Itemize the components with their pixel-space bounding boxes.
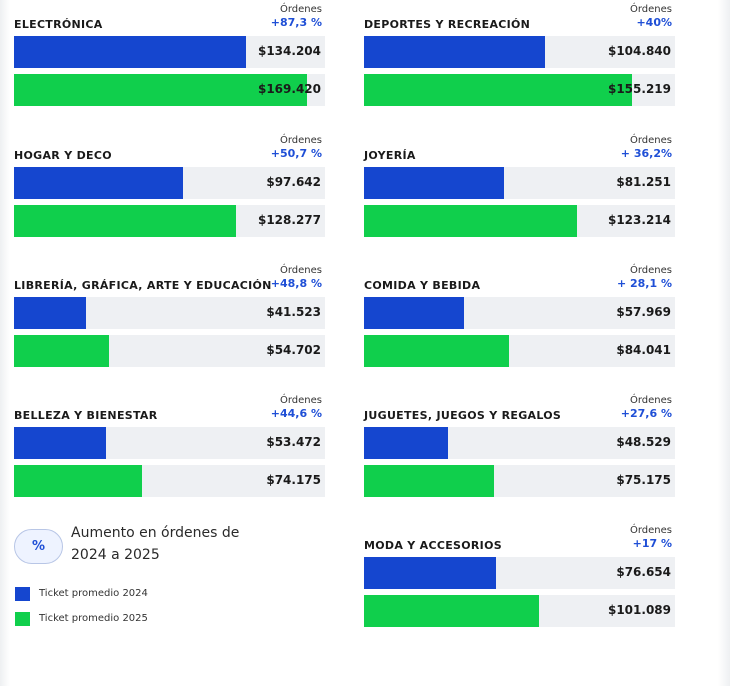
bar-2025 (364, 335, 509, 367)
legend-swatch-2024 (15, 587, 30, 601)
bar-track-2024: $48.529 (364, 427, 675, 459)
category-title: ELECTRÓNICA (14, 18, 103, 31)
value-label-2024: $76.654 (616, 565, 671, 579)
bar-track-2025: $123.214 (364, 205, 675, 237)
value-label-2025: $84.041 (616, 343, 671, 357)
orders-change-value: +48,8 % (270, 277, 322, 290)
category-title: BELLEZA Y BIENESTAR (14, 409, 158, 422)
value-label-2024: $57.969 (616, 305, 671, 319)
value-label-2025: $155.219 (607, 82, 671, 96)
category-title: JOYERÍA (364, 149, 416, 162)
percent-badge: % (14, 529, 63, 564)
bar-2024 (14, 297, 86, 329)
bar-2024 (364, 36, 545, 68)
bar-track-2024: $134.204 (14, 36, 325, 68)
bar-track-2025: $128.277 (14, 205, 325, 237)
bar-track-2024: $76.654 (364, 557, 675, 589)
orders-label: Órdenes (279, 4, 322, 15)
orders-change-value: + 36,2% (620, 147, 672, 160)
bar-2025 (364, 74, 632, 106)
category-title: DEPORTES Y RECREACIÓN (364, 18, 531, 31)
bar-track-2024: $41.523 (14, 297, 325, 329)
category-panel: COMIDA Y BEBIDA Órdenes + 28,1 % $57.969 $84… (364, 265, 675, 375)
bar-track-2024: $57.969 (364, 297, 675, 329)
value-label-2024: $81.251 (616, 175, 671, 189)
value-label-2024: $48.529 (616, 435, 671, 449)
category-title: LIBRERÍA, GRÁFICA, ARTE Y EDUCACIÓN (14, 279, 272, 292)
category-title: HOGAR Y DECO (14, 149, 112, 162)
bar-2025 (364, 205, 577, 237)
value-label-2025: $75.175 (616, 473, 671, 487)
bar-2024 (14, 427, 106, 459)
category-panel: DEPORTES Y RECREACIÓN Órdenes +40% $104.840… (364, 4, 675, 114)
orders-change-value: +44,6 % (270, 407, 322, 420)
bar-track-2025: $74.175 (14, 465, 325, 497)
legend-label-2025: Ticket promedio 2025 (39, 613, 148, 624)
bar-2024 (364, 297, 464, 329)
value-label-2025: $101.089 (607, 603, 671, 617)
category-title: MODA Y ACCESORIOS (364, 539, 502, 552)
category-panel: JUGUETES, JUEGOS Y REGALOS Órdenes +27,6 %… (364, 395, 675, 505)
bar-2025 (14, 465, 142, 497)
value-label-2024: $41.523 (266, 305, 321, 319)
left-edge-shadow (0, 0, 10, 686)
bar-2024 (14, 36, 246, 68)
orders-change-value: +17 % (632, 537, 672, 550)
bar-2025 (14, 205, 236, 237)
orders-change-value: +27,6 % (620, 407, 672, 420)
orders-change-value: + 28,1 % (616, 277, 672, 290)
bar-track-2024: $104.840 (364, 36, 675, 68)
bar-2025 (14, 74, 307, 106)
category-panel: JOYERÍA Órdenes + 36,2% $81.251 $123.214 (364, 135, 675, 245)
category-panel: BELLEZA Y BIENESTAR Órdenes +44,6 % $53.472… (14, 395, 325, 505)
category-panel: LIBRERÍA, GRÁFICA, ARTE Y EDUCACIÓN Órden… (14, 265, 325, 375)
bar-track-2025: $75.175 (364, 465, 675, 497)
orders-label: Órdenes (629, 4, 672, 15)
orders-label: Órdenes (629, 395, 672, 406)
bar-track-2024: $81.251 (364, 167, 675, 199)
value-label-2024: $104.840 (607, 44, 671, 58)
bar-track-2024: $53.472 (14, 427, 325, 459)
orders-label: Órdenes (279, 265, 322, 276)
orders-change-value: +50,7 % (270, 147, 322, 160)
value-label-2025: $54.702 (266, 343, 321, 357)
value-label-2024: $134.204 (257, 44, 321, 58)
value-label-2024: $97.642 (266, 175, 321, 189)
orders-change-value: +87,3 % (270, 16, 322, 29)
value-label-2024: $53.472 (266, 435, 321, 449)
category-panel: ELECTRÓNICA Órdenes +87,3 % $134.204 $169.42… (14, 4, 325, 114)
bar-track-2025: $54.702 (14, 335, 325, 367)
bar-track-2024: $97.642 (14, 167, 325, 199)
bar-2024 (364, 167, 504, 199)
value-label-2025: $74.175 (266, 473, 321, 487)
orders-label: Órdenes (279, 135, 322, 146)
category-title: JUGUETES, JUEGOS Y REGALOS (364, 409, 562, 422)
category-panel: HOGAR Y DECO Órdenes +50,7 % $97.642 $128.27… (14, 135, 325, 245)
value-label-2025: $123.214 (607, 213, 671, 227)
bar-track-2025: $169.420 (14, 74, 325, 106)
bar-2024 (364, 427, 448, 459)
legend-label-2024: Ticket promedio 2024 (39, 588, 148, 599)
orders-label: Órdenes (629, 525, 672, 536)
bar-2024 (364, 557, 496, 589)
value-label-2025: $128.277 (257, 213, 321, 227)
legend-swatch-2025 (15, 612, 30, 626)
bar-2025 (14, 335, 109, 367)
bar-track-2025: $155.219 (364, 74, 675, 106)
bar-2024 (14, 167, 183, 199)
orders-label: Órdenes (279, 395, 322, 406)
orders-label: Órdenes (629, 135, 672, 146)
bar-track-2025: $84.041 (364, 335, 675, 367)
value-label-2025: $169.420 (257, 82, 321, 96)
category-title: COMIDA Y BEBIDA (364, 279, 481, 292)
orders-label: Órdenes (629, 265, 672, 276)
orders-increase-description: Aumento en órdenes de 2024 a 2025 (71, 525, 240, 563)
right-edge-shadow (718, 0, 730, 686)
bar-2025 (364, 465, 494, 497)
category-panel: MODA Y ACCESORIOS Órdenes +17 % $76.654 $101… (364, 525, 675, 635)
orders-change-value: +40% (636, 16, 672, 29)
bar-2025 (364, 595, 539, 627)
bar-track-2025: $101.089 (364, 595, 675, 627)
